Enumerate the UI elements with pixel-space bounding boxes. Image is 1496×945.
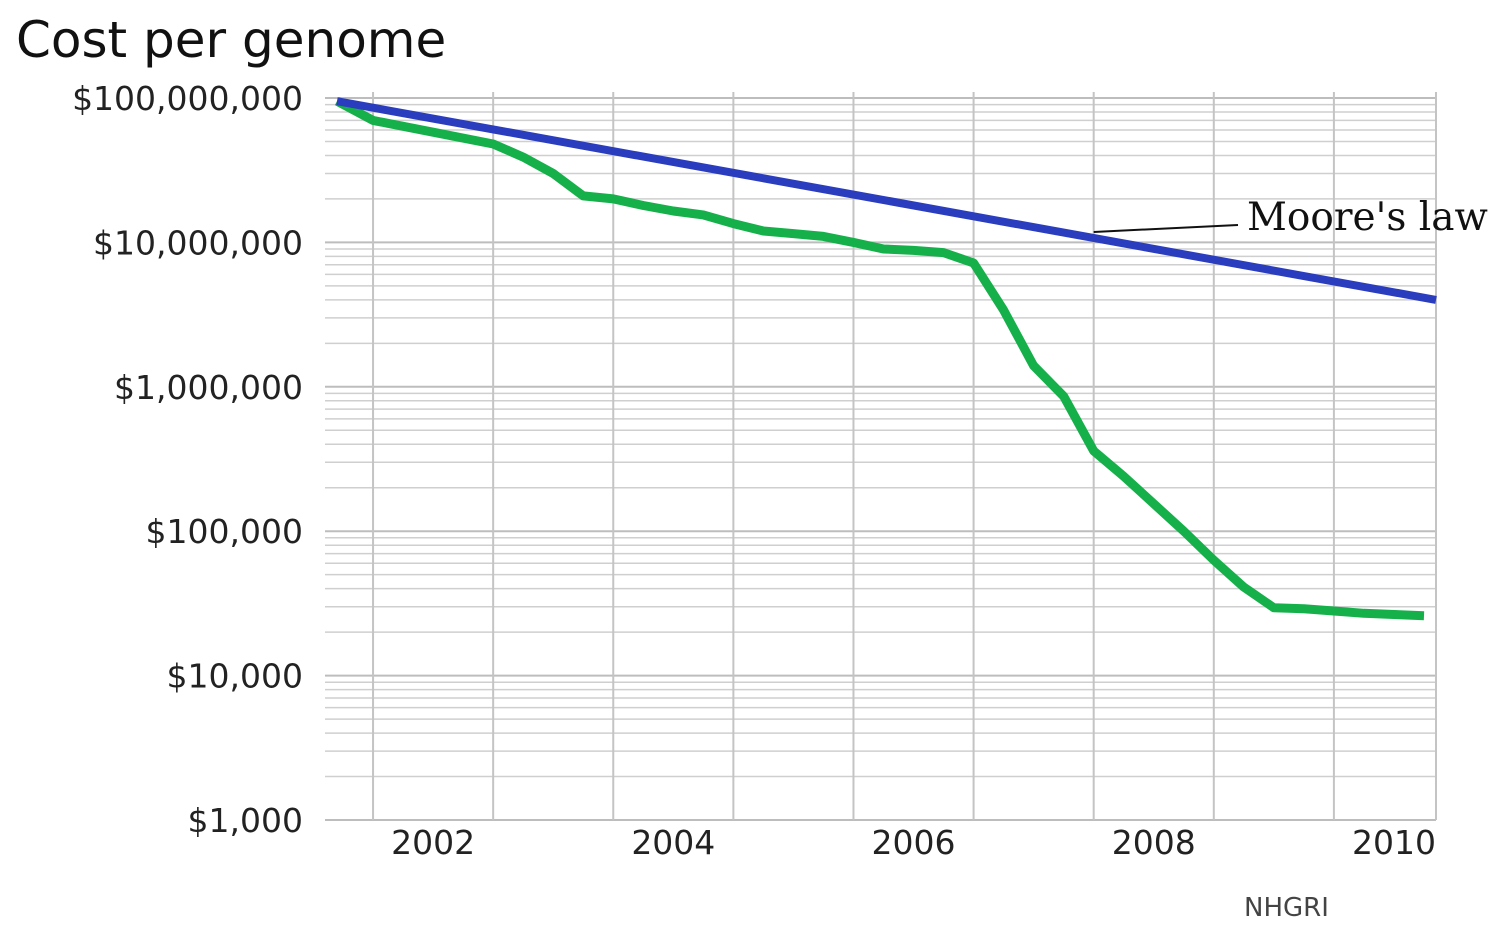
x-tick-label: 2004 bbox=[631, 823, 715, 862]
moores-law-label: Moore's law bbox=[1247, 195, 1488, 240]
x-tick-label: 2008 bbox=[1112, 823, 1196, 862]
chart-title: Cost per genome bbox=[16, 11, 446, 69]
x-axis-ticks: 2002 2004 2006 2008 2010 bbox=[391, 823, 1436, 862]
x-tick-label: 2002 bbox=[391, 823, 475, 862]
grid-lines bbox=[325, 92, 1437, 821]
series-line-cost-per-genome bbox=[334, 97, 1425, 621]
series-line-moores-law bbox=[336, 97, 1437, 304]
y-tick-label: $1,000 bbox=[188, 801, 303, 840]
y-tick-label: $100,000 bbox=[146, 512, 303, 551]
source-credit: NHGRI bbox=[1244, 893, 1329, 923]
y-tick-label: $10,000 bbox=[167, 657, 303, 696]
moores-law-annotation: Moore's law bbox=[1093, 195, 1488, 240]
y-tick-label: $10,000,000 bbox=[93, 223, 303, 262]
x-tick-label: 2006 bbox=[872, 823, 956, 862]
y-tick-label: $1,000,000 bbox=[114, 368, 303, 407]
y-tick-label: $100,000,000 bbox=[72, 79, 303, 118]
x-tick-label: 2010 bbox=[1352, 823, 1436, 862]
series-lines bbox=[334, 97, 1437, 621]
y-axis-ticks: $100,000,000 $10,000,000 $1,000,000 $100,00… bbox=[72, 79, 303, 840]
annotation-leader-line bbox=[1093, 224, 1239, 233]
